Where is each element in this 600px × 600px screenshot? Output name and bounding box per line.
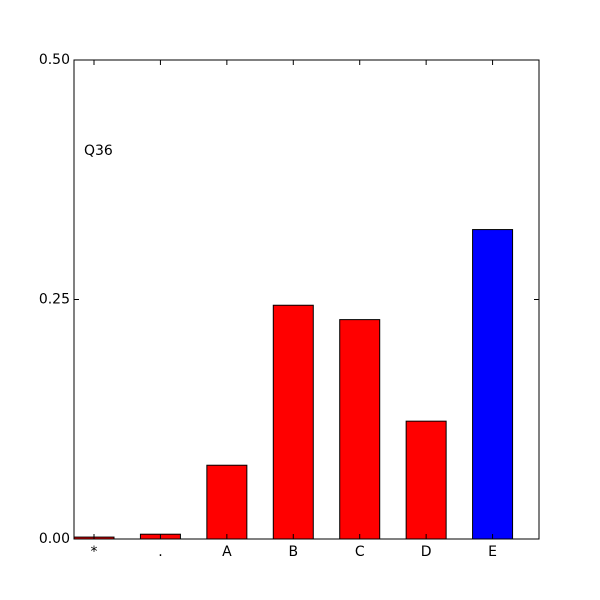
- x-tick-label: D: [421, 544, 432, 560]
- bar: [206, 464, 248, 540]
- x-tick-label: .: [158, 544, 162, 560]
- bar: [339, 319, 381, 540]
- x-tick-label: *: [91, 544, 98, 560]
- bar: [272, 304, 314, 540]
- x-tick-label: A: [222, 544, 232, 560]
- annotation: Q36: [84, 143, 113, 159]
- x-tick-label: C: [355, 544, 365, 560]
- y-tick-label: 0.00: [39, 531, 70, 547]
- bar: [405, 420, 447, 540]
- y-tick-label: 0.50: [39, 52, 70, 68]
- y-tick-label: 0.25: [39, 292, 70, 308]
- x-tick-label: E: [488, 544, 497, 560]
- bar: [472, 229, 514, 540]
- x-tick-label: B: [288, 544, 298, 560]
